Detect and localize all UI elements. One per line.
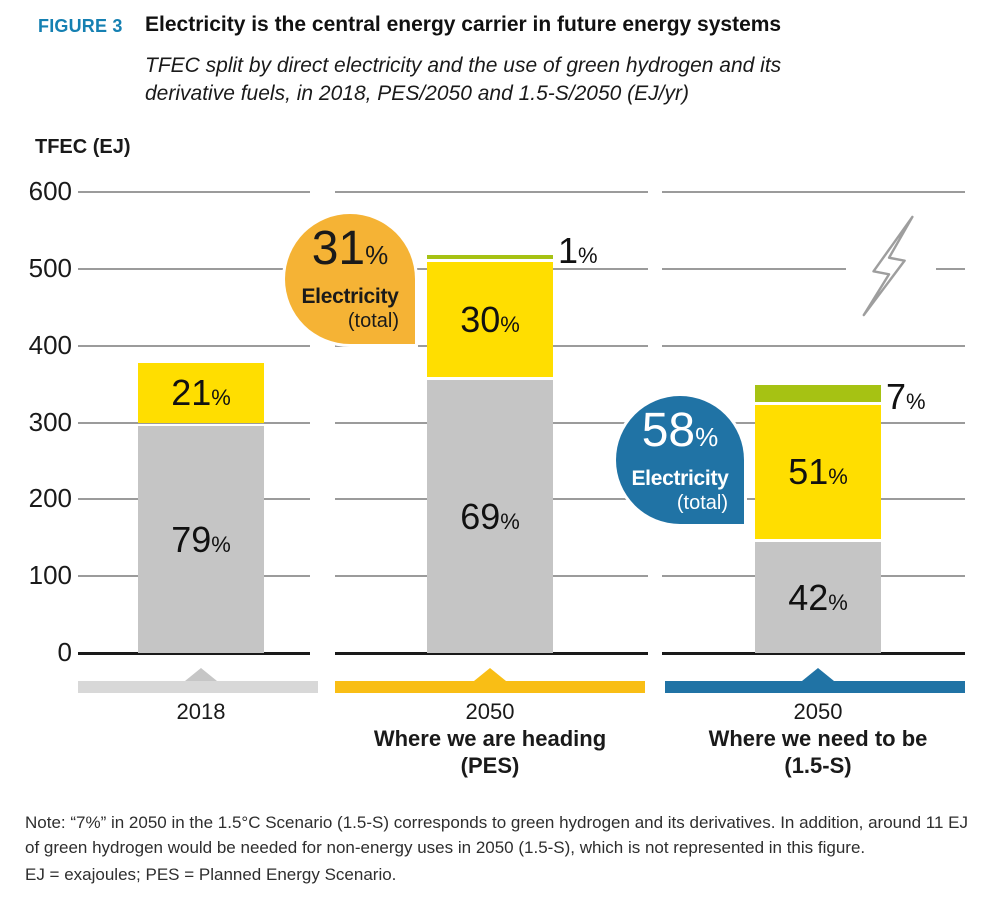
y-axis-title: TFEC (EJ): [35, 136, 131, 158]
bar-pes-label-electricity: 30%: [460, 298, 520, 340]
callout-electricity-total-pes: 31% Electricity (total): [285, 214, 415, 344]
band-pointer-pes: [474, 668, 506, 681]
callout-15s-line2: (total): [676, 492, 728, 514]
callout-pes-line2: (total): [347, 310, 399, 332]
x-band-pes: [335, 681, 645, 693]
x-label-pes: 2050 Where we are heading (PES): [373, 699, 607, 778]
callout-15s-line1: Electricity: [631, 467, 729, 490]
band-pointer-2018: [185, 668, 217, 681]
chart-subtitle-line1: TFEC split by direct electricity and the…: [145, 54, 782, 77]
x-band-2018: [78, 681, 318, 693]
bar-2050-pes: 69% 30%: [427, 255, 553, 653]
bar-2018-segment-other: 79%: [138, 426, 264, 653]
gridline-400: [662, 344, 965, 347]
abbreviations-text: EJ = exajoules; PES = Planned Energy Sce…: [25, 865, 397, 884]
bar-pes-label-other: 69%: [460, 495, 520, 537]
callout-electricity-total-15s: 58% Electricity (total): [616, 396, 744, 524]
note-text: Note: “7%” in 2050 in the 1.5°C Scenario…: [25, 813, 968, 857]
bar-pes-segment-electricity: 30%: [427, 262, 553, 377]
bar-pes-segment-other: 69%: [427, 380, 553, 653]
x-band-15s: [665, 681, 965, 693]
chart-subtitle: TFEC split by direct electricity and the…: [145, 52, 781, 108]
callout-15s-value: 58%: [641, 404, 719, 457]
y-tick-label-400: 400: [28, 329, 72, 360]
y-tick-label-100: 100: [28, 560, 72, 591]
gridline-500: [662, 267, 965, 270]
label-hydrogen-15s: 7%: [886, 376, 926, 417]
bar-15s-label-other: 42%: [788, 576, 848, 618]
figure-label: FIGURE 3: [38, 16, 123, 36]
bar-15s-segment-electricity: 51%: [755, 405, 881, 539]
y-axis-tick-labels: 600 500 400 300 200 100 0: [6, 178, 72, 666]
x-axis-baseline: [335, 651, 648, 655]
bar-15s-segment-other: 42%: [755, 542, 881, 653]
bar-2018: 79% 21%: [138, 363, 264, 653]
bar-2018-label-electricity: 21%: [171, 372, 231, 413]
band-pointer-15s: [802, 668, 834, 681]
x-axis-baseline: [78, 651, 310, 655]
callout-pes-value: 31%: [311, 222, 389, 275]
bar-2018-label-other: 79%: [171, 518, 231, 560]
y-tick-label-300: 300: [28, 406, 72, 437]
gridline-600: [78, 191, 310, 193]
x-axis-baseline: [662, 651, 965, 655]
bar-2018-segment-electricity: 21%: [138, 363, 264, 423]
bar-15s-label-electricity: 51%: [788, 451, 848, 492]
gridline-500: [78, 267, 310, 270]
chart-title: Electricity is the central energy carrie…: [145, 13, 782, 36]
lightning-bolt-icon: [846, 206, 936, 326]
y-tick-label-600: 600: [28, 176, 72, 206]
bar-15s-segment-hydrogen: [755, 385, 881, 402]
gridline-600: [335, 191, 648, 193]
bar-2050-15s: 42% 51%: [755, 385, 881, 653]
callout-pes-line1: Electricity: [301, 285, 399, 308]
bar-pes-segment-hydrogen: [427, 255, 553, 259]
y-tick-label-0: 0: [57, 637, 72, 667]
y-tick-label-500: 500: [28, 252, 72, 283]
gridline-400: [78, 344, 310, 347]
y-tick-label-200: 200: [28, 483, 72, 514]
chart-subtitle-line2: derivative fuels, in 2018, PES/2050 and …: [145, 82, 689, 105]
x-label-2018: 2018: [176, 699, 226, 724]
x-label-15s: 2050 Where we need to be (1.5-S): [708, 699, 928, 778]
gridline-600: [662, 191, 965, 193]
label-hydrogen-pes: 1%: [558, 230, 598, 271]
